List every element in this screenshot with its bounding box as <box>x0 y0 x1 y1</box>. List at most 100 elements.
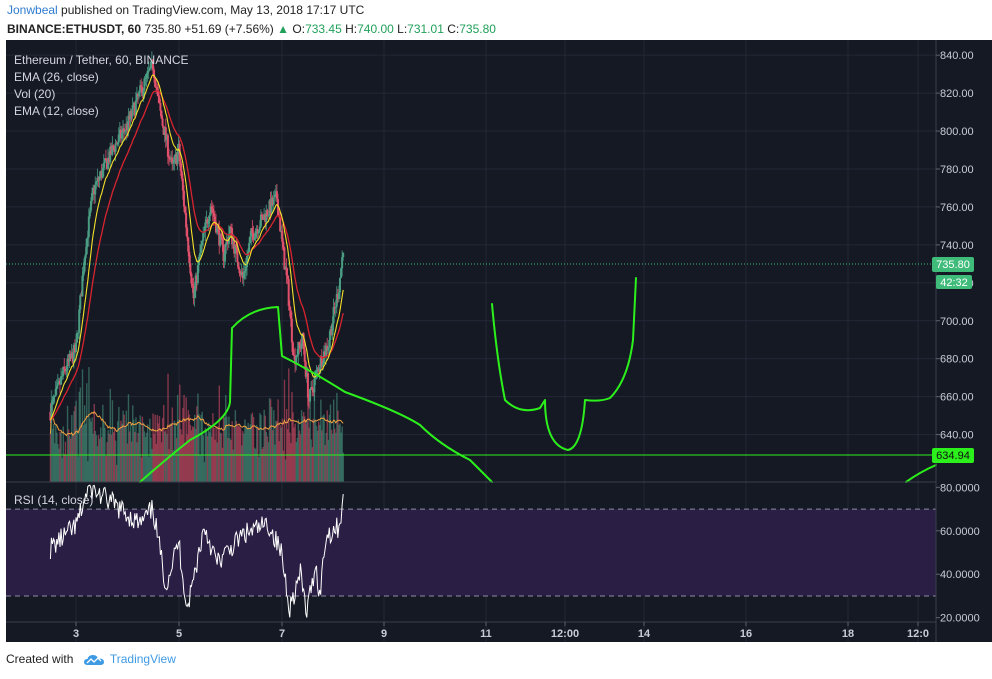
legend-ema26[interactable]: EMA (26, close) <box>14 70 99 84</box>
candle-body <box>93 187 96 195</box>
publish-info: published on TradingView.com, May 13, 20… <box>61 3 365 17</box>
candle-body <box>231 228 234 245</box>
volume-bar <box>274 444 276 482</box>
change-value: +51.69 (+7.56%) <box>184 22 274 36</box>
candle-body <box>330 329 333 335</box>
volume-bar <box>340 432 342 482</box>
candle-body <box>240 271 243 276</box>
volume-bar <box>231 421 233 482</box>
candle-body <box>269 200 272 214</box>
volume-bar <box>223 417 226 482</box>
volume-bar <box>103 422 105 482</box>
candle-body <box>242 272 245 279</box>
volume-bar <box>292 412 294 482</box>
volume-bar <box>291 391 293 482</box>
candle-body <box>143 78 146 91</box>
volume-bar <box>77 456 79 482</box>
price-chart[interactable]: 640.00660.00680.00700.00720.00740.00760.… <box>0 40 992 644</box>
volume-bar <box>216 442 218 482</box>
volume-bar <box>126 443 129 482</box>
candle-body <box>145 73 148 79</box>
volume-bar <box>87 461 89 482</box>
candle-body <box>284 267 287 270</box>
tradingview-link[interactable]: TradingView <box>109 652 176 666</box>
volume-bar <box>236 426 239 482</box>
candle-body <box>52 396 55 402</box>
candle-body <box>57 380 60 383</box>
volume-bar <box>247 422 249 482</box>
candle-body <box>84 254 87 259</box>
volume-bar <box>242 431 244 482</box>
candle-body <box>120 132 123 139</box>
volume-bar <box>88 367 90 482</box>
volume-bar <box>279 425 281 482</box>
author-link[interactable]: Jonwbeal <box>7 3 58 17</box>
candle-body <box>271 197 274 205</box>
candle-body <box>79 295 82 310</box>
volume-bar <box>95 435 98 482</box>
volume-bar <box>235 420 238 482</box>
volume-bar <box>145 432 148 482</box>
time-tick-label: 5 <box>176 628 182 640</box>
time-tick-label: 12:0 <box>907 628 929 640</box>
volume-bar <box>89 418 91 482</box>
volume-bar <box>101 437 103 482</box>
candle-body <box>180 171 183 179</box>
legend-ema12[interactable]: EMA (12, close) <box>14 104 99 118</box>
volume-bar <box>188 414 191 482</box>
volume-bar <box>208 432 211 482</box>
volume-bar <box>261 449 263 482</box>
volume-bar <box>130 441 133 482</box>
volume-bar <box>152 413 154 482</box>
candle-body <box>122 128 125 133</box>
volume-bar <box>289 432 291 482</box>
price-tick-label: 700.00 <box>940 316 974 328</box>
volume-bar <box>79 387 82 482</box>
candle-body <box>64 369 67 372</box>
price-tick-label: 660.00 <box>940 392 974 404</box>
volume-bar <box>262 446 264 482</box>
legend-volume[interactable]: Vol (20) <box>14 87 55 101</box>
candle-body <box>207 221 210 224</box>
volume-bar <box>164 431 166 482</box>
volume-bar <box>139 415 141 482</box>
time-tick-label: 9 <box>381 628 387 640</box>
candle-body <box>146 71 149 74</box>
volume-bar <box>52 423 55 482</box>
candle-body <box>68 354 71 362</box>
candle-body <box>257 230 260 234</box>
volume-bar <box>198 413 200 482</box>
symbol-name: BINANCE:ETHUSDT, 60 <box>7 22 142 36</box>
volume-bar <box>118 406 120 482</box>
candle-body <box>243 270 246 273</box>
volume-bar <box>184 444 186 482</box>
volume-bar <box>211 436 213 482</box>
candle-body <box>215 221 218 233</box>
tradingview-cloud-icon <box>83 654 104 665</box>
candle-body <box>86 237 89 239</box>
volume-bar <box>256 424 258 482</box>
candle-body <box>144 78 147 80</box>
candle-body <box>303 349 306 362</box>
legend-rsi[interactable]: RSI (14, close) <box>14 493 93 507</box>
volume-bar <box>203 462 206 482</box>
volume-bar <box>341 426 343 482</box>
volume-bar <box>117 421 119 482</box>
volume-bar <box>70 438 72 482</box>
candle-body <box>248 243 251 253</box>
volume-bar <box>266 436 269 482</box>
volume-bar <box>148 456 150 482</box>
candle-body <box>237 262 240 270</box>
candle-body <box>77 332 80 334</box>
candle-body <box>194 275 197 289</box>
candle-body <box>259 214 262 227</box>
candle-body <box>253 237 256 240</box>
volume-bar <box>263 409 265 482</box>
volume-bar <box>219 432 222 482</box>
candle-body <box>254 231 257 238</box>
candle-body <box>260 214 263 217</box>
candle-body <box>187 237 190 252</box>
candle-body <box>131 105 134 117</box>
volume-bar <box>327 439 330 482</box>
volume-bar <box>66 405 69 482</box>
